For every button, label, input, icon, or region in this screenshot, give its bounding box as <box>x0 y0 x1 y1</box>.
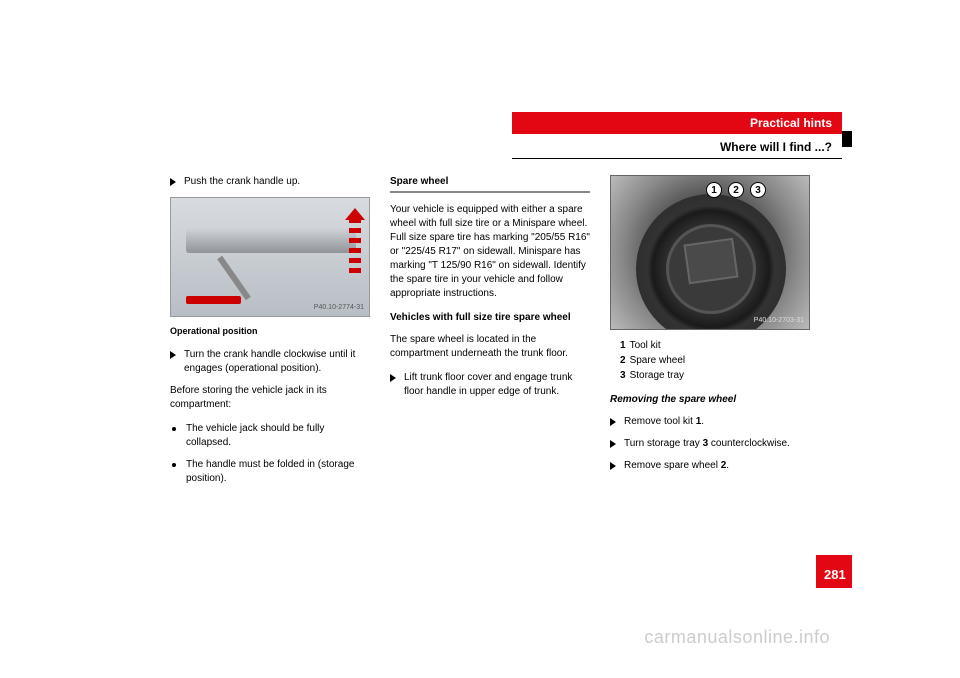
step-row: Turn storage tray 3 counterclockwise. <box>610 437 810 451</box>
triangle-icon <box>170 178 176 186</box>
callout-1: 1 <box>706 182 722 198</box>
tab-marker <box>842 131 852 147</box>
toolbox-graphic <box>683 238 738 285</box>
bullet-row: The vehicle jack should be fully collaps… <box>170 422 370 450</box>
legend-row: 3 Storage tray <box>620 368 810 383</box>
jack-body <box>186 228 356 253</box>
column-1: Push the crank handle up. P40.10-2774-31… <box>170 175 370 494</box>
step-row: Turn the crank handle clockwise until it… <box>170 348 370 376</box>
legend: 1 Tool kit 2 Spare wheel 3 Storage tray <box>610 338 810 383</box>
step-row: Remove tool kit 1. <box>610 415 810 429</box>
section-heading: Spare wheel <box>390 175 590 193</box>
step-text: Remove tool kit 1. <box>624 415 704 429</box>
paragraph: Your vehicle is equipped with either a s… <box>390 203 590 301</box>
paragraph: Before storing the vehicle jack in its c… <box>170 384 370 412</box>
step-text: Push the crank handle up. <box>184 175 300 189</box>
triangle-icon <box>170 351 176 359</box>
figure-label: P40.10-2774-31 <box>314 303 364 313</box>
triangle-icon <box>610 440 616 448</box>
callout-3: 3 <box>750 182 766 198</box>
figure-jack: P40.10-2774-31 <box>170 197 370 317</box>
figure-label: P40.10-2703-31 <box>754 316 804 326</box>
step-row: Push the crank handle up. <box>170 175 370 189</box>
column-3: 1 2 3 P40.10-2703-31 1 Tool kit 2 Spare wh… <box>610 175 810 494</box>
page-number: 281 <box>816 555 852 588</box>
bullet-text: The vehicle jack should be fully collaps… <box>186 422 370 450</box>
jack-handle <box>186 296 241 304</box>
bullet-text: The handle must be folded in (storage po… <box>186 458 370 486</box>
watermark: carmanualsonline.info <box>644 627 830 648</box>
sub-heading: Vehicles with full size tire spare wheel <box>390 311 590 325</box>
legend-num: 2 <box>620 355 626 366</box>
arrow-icon <box>349 218 361 278</box>
legend-row: 1 Tool kit <box>620 338 810 353</box>
step-text: Remove spare wheel 2. <box>624 459 729 473</box>
italic-heading: Removing the spare wheel <box>610 393 810 407</box>
column-2: Spare wheel Your vehicle is equipped wit… <box>390 175 590 494</box>
triangle-icon <box>390 374 396 382</box>
legend-num: 3 <box>620 370 626 381</box>
header-subtitle: Where will I find ...? <box>512 136 842 159</box>
step-text: Turn the crank handle clockwise until it… <box>184 348 370 376</box>
figure-spare-wheel: 1 2 3 P40.10-2703-31 <box>610 175 810 330</box>
step-text: Turn storage tray 3 counterclockwise. <box>624 437 790 451</box>
legend-text: Tool kit <box>630 340 661 351</box>
triangle-icon <box>610 418 616 426</box>
legend-row: 2 Spare wheel <box>620 353 810 368</box>
legend-text: Storage tray <box>630 370 684 381</box>
dot-icon <box>172 427 176 431</box>
bullet-row: The handle must be folded in (storage po… <box>170 458 370 486</box>
dot-icon <box>172 463 176 467</box>
step-row: Lift trunk floor cover and engage trunk … <box>390 371 590 399</box>
header-banner: Practical hints Where will I find ...? <box>512 112 842 159</box>
header-title: Practical hints <box>512 112 842 134</box>
paragraph: The spare wheel is located in the compar… <box>390 333 590 361</box>
legend-num: 1 <box>620 340 626 351</box>
jack-crank <box>217 256 251 300</box>
triangle-icon <box>610 462 616 470</box>
figure-caption: Operational position <box>170 325 370 338</box>
step-text: Lift trunk floor cover and engage trunk … <box>404 371 590 399</box>
content-area: Push the crank handle up. P40.10-2774-31… <box>170 175 810 494</box>
legend-text: Spare wheel <box>630 355 686 366</box>
step-row: Remove spare wheel 2. <box>610 459 810 473</box>
callout-2: 2 <box>728 182 744 198</box>
